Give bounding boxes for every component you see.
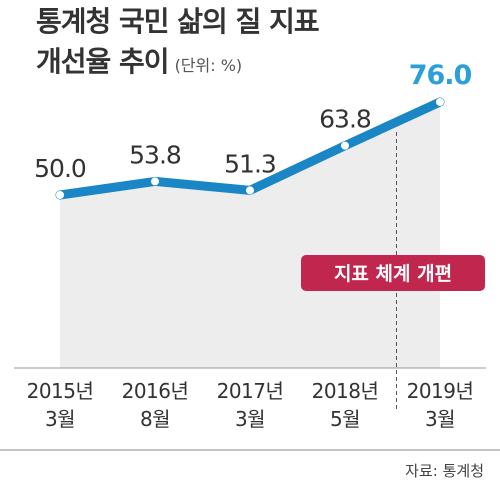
x-tick-label: 2019년 xyxy=(407,379,474,403)
chart-subtitle: 개선율 추이 (단위: %) xyxy=(36,48,242,76)
data-point xyxy=(56,191,64,199)
chart-subtitle-text: 개선율 추이 xyxy=(36,45,170,78)
x-tick-label: 3월 xyxy=(45,407,75,431)
value-label: 63.8 xyxy=(319,105,371,134)
data-point xyxy=(436,98,444,106)
reform-badge-label: 지표 체계 개편 xyxy=(334,263,452,285)
label-layer: 50.0 53.8 51.3 63.8 76.0 xyxy=(34,60,472,183)
data-point xyxy=(341,141,349,150)
x-tick-label: 2018년 xyxy=(312,379,379,403)
x-tick-label: 2016년 xyxy=(122,379,189,403)
value-label: 76.0 xyxy=(409,60,472,91)
area-fill xyxy=(60,102,440,368)
chart-title: 통계청 국민 삶의 질 지표 xyxy=(36,5,320,38)
source-note: 자료: 통계청 xyxy=(405,462,484,480)
data-point xyxy=(151,177,159,186)
x-tick-label: 2015년 xyxy=(27,379,94,403)
x-tick-label: 8월 xyxy=(140,407,170,431)
x-tick-label: 5월 xyxy=(330,407,360,431)
value-label: 50.0 xyxy=(34,154,86,183)
tick-layer: 2015년 3월 2016년 8월 2017년 3월 2018년 5월 2019년 3월 xyxy=(27,379,474,431)
reform-badge-background xyxy=(301,255,485,291)
unit-label: (단위: %) xyxy=(174,56,243,75)
reform-badge: 지표 체계 개편 xyxy=(301,255,485,291)
line-layer xyxy=(55,97,445,200)
value-label: 51.3 xyxy=(224,149,276,178)
data-point xyxy=(246,186,254,195)
value-label: 53.8 xyxy=(129,140,181,169)
area-layer xyxy=(60,102,440,368)
x-tick-label: 3월 xyxy=(235,407,265,431)
x-tick-label: 3월 xyxy=(425,407,455,431)
x-tick-label: 2017년 xyxy=(217,379,284,403)
